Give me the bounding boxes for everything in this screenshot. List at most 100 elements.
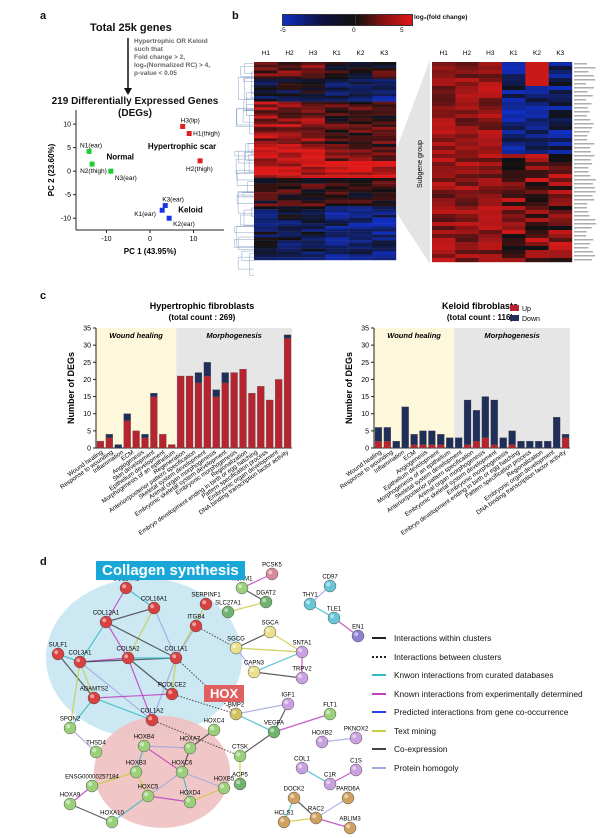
network-node-col12a1: COL12A1: [93, 611, 120, 629]
heatmap-cell: [348, 237, 373, 241]
panel-b-colorbar: -5 0 5: [280, 11, 442, 43]
subgroup-cell: [478, 150, 503, 155]
subgroup-cell: [525, 254, 549, 259]
subgroup-cell: [525, 174, 549, 179]
subgroup-cell: [455, 130, 479, 135]
subgroup-cell: [478, 70, 503, 75]
network-node-en1: EN1: [351, 625, 364, 643]
dendrogram-branch: [235, 158, 254, 174]
pca-point-h3lip: [180, 123, 186, 129]
network-node-highlight: [298, 674, 303, 679]
subgroup-cell: [548, 110, 573, 115]
x-tick-label: 0: [148, 236, 152, 243]
y-axis-title: Number of DEGs: [344, 352, 354, 424]
network-node-highlight: [266, 628, 271, 633]
heatmap-cell: [277, 118, 302, 122]
heatmap-cell: [325, 200, 349, 204]
network-node-highlight: [220, 784, 225, 789]
heatmap-cell: [325, 98, 349, 102]
subgroup-col-label-h2: H2: [463, 50, 472, 57]
y-tick-label: 5: [67, 145, 71, 152]
heatmap-cell: [301, 226, 326, 230]
heatmap-cell: [277, 124, 302, 128]
network-node-highlight: [168, 690, 173, 695]
heatmap-cell: [277, 209, 302, 213]
subgroup-cell: [432, 146, 456, 151]
subgroup-cell: [502, 86, 526, 91]
subgroup-col-label-k3: K3: [556, 50, 564, 57]
network-node-ablim3: ABLIM3: [339, 817, 361, 835]
network-node-circle: [221, 605, 235, 619]
subgroup-cell: [478, 130, 503, 135]
heatmap-cell: [254, 217, 278, 221]
heatmap-cell: [325, 206, 349, 210]
subgroup-cell: [432, 98, 456, 103]
subgroup-cell: [455, 198, 479, 203]
subgroup-cell: [455, 238, 479, 243]
network-node-highlight: [66, 724, 71, 729]
heatmap-cell: [325, 73, 349, 77]
criteria-line-1: Hypertrophic OR Keloid: [134, 38, 208, 45]
bar-up: [508, 444, 516, 449]
subgroup-cell: [548, 86, 573, 91]
network-node-hoxc6: HOXC6: [172, 761, 193, 779]
subgroup-cell: [525, 218, 549, 223]
network-node-tle1: TLE1: [327, 607, 342, 625]
network-edge: [143, 745, 183, 773]
subgroup-cell: [548, 122, 573, 127]
heatmap-cell: [254, 197, 278, 201]
subgroup-cell: [478, 182, 503, 187]
heatmap-cell: [325, 87, 349, 91]
heatmap-cell: [325, 127, 349, 131]
bar-up: [428, 444, 436, 449]
heatmap-cell: [254, 84, 278, 88]
subgroup-cell: [455, 150, 479, 155]
heatmap-cell: [277, 220, 302, 224]
heatmap-cell: [325, 129, 349, 133]
legend-row: Interactions between clusters: [372, 648, 612, 667]
heatmap-cell: [254, 115, 278, 119]
heatmap-cell: [254, 234, 278, 238]
network-edge: [105, 587, 127, 623]
heatmap-cell: [277, 135, 302, 139]
heatmap-cell: [277, 78, 302, 82]
network-node-dgat2: DGAT2: [256, 591, 276, 609]
network-node-highlight: [172, 654, 177, 659]
pca-point-label: N1(ear): [80, 142, 102, 149]
heatmap-cell: [301, 149, 326, 153]
network-node-circle: [229, 641, 243, 655]
network-node-highlight: [232, 710, 237, 715]
heatmap-cell: [348, 87, 373, 91]
network-node-circle: [217, 781, 231, 795]
bar-down: [499, 437, 507, 449]
heatmap-cell: [254, 73, 278, 77]
subgroup-cell: [432, 66, 456, 71]
network-node-igf1: IGF1: [281, 693, 295, 711]
heatmap-cell: [277, 101, 302, 105]
subgroup-cell: [525, 82, 549, 87]
network-edge: [235, 647, 303, 653]
region-label: Wound healing: [109, 331, 163, 340]
network-node-label: COL3A1: [68, 651, 92, 657]
heatmap-cell: [301, 254, 326, 258]
subgroup-cell: [548, 238, 573, 243]
subgroup-cell: [478, 194, 503, 199]
heatmap-col-label-h1: H1: [262, 50, 271, 57]
group-label-keloid: Keloid: [178, 206, 203, 215]
network-node-pcolce2: PCOLCE2: [158, 683, 187, 701]
network-node-label: HOXB2: [312, 731, 333, 737]
network-edge: [273, 713, 331, 733]
heatmap-cell: [372, 248, 397, 252]
network-node-serpinf1: SERPINF1: [191, 593, 221, 611]
criteria-line-5: p-value < 0.05: [134, 70, 177, 77]
heatmap-cell: [301, 132, 326, 136]
network-node-circle: [265, 567, 279, 581]
subgroup-cell: [432, 118, 456, 123]
heatmap-cell: [254, 240, 278, 244]
network-node-circle: [349, 731, 363, 745]
dendrogram-branch: [241, 250, 254, 261]
heatmap-cell: [301, 214, 326, 218]
deg-result-title: 219 Differentially Expressed Genes (DEGs…: [50, 96, 220, 120]
heatmap-cell: [301, 163, 326, 167]
heatmap-cell: [301, 211, 326, 215]
